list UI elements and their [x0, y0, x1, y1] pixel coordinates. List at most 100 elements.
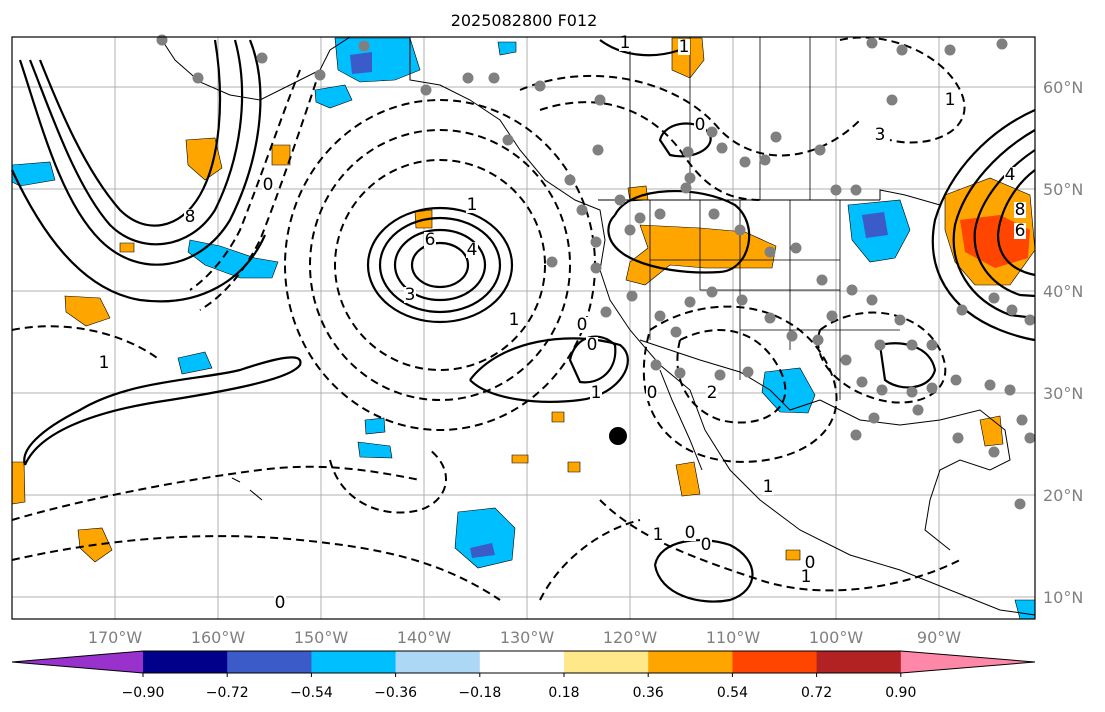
- contour-label: 0: [805, 553, 816, 573]
- station-dot: [742, 366, 754, 378]
- dashed-contours: [11, 36, 966, 601]
- station-dot: [866, 294, 878, 306]
- contour-label: 1: [591, 383, 602, 403]
- solid-contour-east-1: [931, 108, 1036, 342]
- coastlines: [159, 36, 1036, 616]
- station-dot: [192, 72, 204, 84]
- contour-label-bg: [466, 242, 478, 258]
- station-dot: [944, 44, 956, 56]
- solid-contour-11: [878, 342, 937, 389]
- solid-contour-low-4: [11, 169, 267, 303]
- contour-label-bg: [1004, 167, 1016, 183]
- colorbar-segment: [564, 651, 649, 673]
- station-dot: [1024, 314, 1036, 326]
- colorbar-segment: [143, 651, 228, 673]
- station-dot: [812, 334, 824, 346]
- contour-label: 0: [701, 535, 712, 555]
- contour-label-bg: [646, 385, 658, 401]
- contour-label: 1: [945, 90, 956, 110]
- station-dot: [1006, 304, 1018, 316]
- negative-shading: [11, 37, 1036, 620]
- dashed-contour-14: [599, 499, 961, 592]
- map-border: [11, 36, 1036, 620]
- dashed-contour-13: [329, 449, 447, 514]
- dashed-contour-1: [189, 69, 301, 291]
- latitude-label: 60°N: [1043, 78, 1083, 97]
- contour-label: 1: [620, 33, 631, 53]
- contour-label: 6: [1015, 221, 1026, 241]
- colorbar-segment: [227, 651, 312, 673]
- contour-label-bg: [466, 197, 478, 213]
- contour-label: 0: [587, 335, 598, 355]
- colorbar-segment: [816, 651, 902, 673]
- contour-label: 0: [275, 593, 286, 613]
- station-dot: [912, 404, 924, 416]
- colorbar-segment: [648, 651, 733, 673]
- station-dot: [708, 208, 720, 220]
- longitude-labels: 170°W 160°W 150°W 140°W 130°W 120°W 110°W 100°W…: [88, 628, 961, 647]
- station-dot: [734, 224, 746, 236]
- colorbar-tick-label: 0.72: [801, 685, 832, 701]
- station-dot: [876, 384, 888, 396]
- station-dot: [590, 262, 602, 274]
- station-dot: [840, 354, 852, 366]
- station-dot: [764, 312, 776, 324]
- station-dot: [358, 40, 370, 52]
- station-dot: [682, 146, 694, 158]
- longitude-label: 170°W: [88, 628, 143, 647]
- solid-contour-low-3: [38, 39, 222, 227]
- contour-label: 1: [801, 567, 812, 587]
- contour-label-bg: [98, 355, 110, 371]
- islands-hawaii: [231, 477, 263, 501]
- station-dot: [1004, 384, 1016, 396]
- contour-label-bg: [1014, 202, 1026, 218]
- longitude-label: 140°W: [397, 628, 452, 647]
- dashed-contour-3: [334, 159, 546, 371]
- station-dot: [906, 339, 918, 351]
- shade-plains-core: [862, 212, 888, 238]
- station-dot: [420, 84, 432, 96]
- dashed-contour-2: [199, 69, 321, 311]
- station-dot: [816, 274, 828, 286]
- station-dot: [670, 326, 682, 338]
- shade-orange-12: [785, 549, 801, 561]
- solid-contour-high-4: [366, 206, 514, 324]
- station-dot: [546, 256, 558, 268]
- shade-alaska-core: [350, 52, 372, 74]
- contour-label: 8: [1015, 200, 1026, 220]
- shade-blue-5: [177, 351, 213, 375]
- station-dot: [256, 52, 268, 64]
- contour-label-bg: [274, 595, 286, 611]
- contour-label: 4: [1005, 165, 1016, 185]
- longitude-label: 120°W: [603, 628, 658, 647]
- station-dot: [830, 184, 842, 196]
- contour-label: 0: [685, 523, 696, 543]
- contour-label-bg: [694, 117, 706, 133]
- contour-label-bg: [678, 39, 690, 55]
- coast-west-america: [409, 37, 1036, 616]
- solid-contour-low-2: [28, 39, 244, 246]
- longitude-label: 150°W: [294, 628, 349, 647]
- station-dot: [626, 290, 638, 302]
- station-dot: [868, 412, 880, 424]
- colorbar: −0.90 −0.72 −0.54 −0.36 −0.18 0.18 0.36 0.54 0.7…: [11, 650, 1036, 701]
- station-dot: [680, 182, 692, 194]
- contour-label-bg: [804, 555, 816, 571]
- station-dot: [850, 429, 862, 441]
- longitude-label: 100°W: [809, 628, 864, 647]
- station-dot: [850, 184, 862, 196]
- contour-label-bg: [404, 287, 416, 303]
- dashed-contour-16: [839, 36, 966, 144]
- contour-label: 0: [577, 315, 588, 335]
- station-dot: [684, 172, 696, 184]
- shade-orange-alaska-west: [185, 137, 223, 181]
- station-dot: [1016, 414, 1028, 426]
- station-dot: [716, 142, 728, 154]
- station-dot: [988, 292, 1000, 304]
- colorbar-segment: [311, 651, 397, 673]
- station-dot: [846, 284, 858, 296]
- contour-label-bg: [762, 479, 774, 495]
- shade-orange-edge: [11, 461, 26, 505]
